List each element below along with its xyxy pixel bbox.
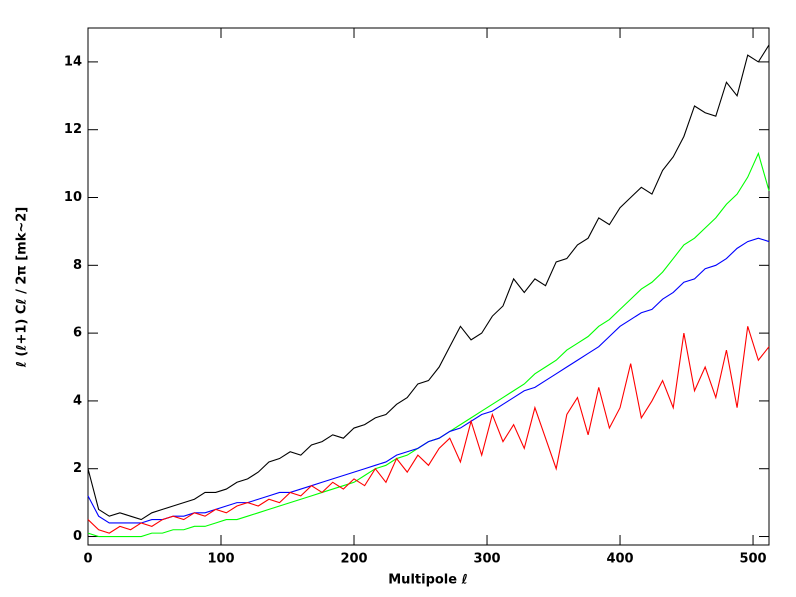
data-line: [87, 44, 770, 521]
y-tick-label: 2: [73, 461, 82, 476]
y-tick-label: 12: [64, 122, 82, 137]
y-tick-label: 6: [73, 326, 82, 341]
y-tick-label: 14: [64, 54, 82, 69]
y-tick-label: 10: [64, 190, 82, 205]
x-tick-label: 0: [83, 552, 92, 567]
x-tick-label: 200: [340, 552, 367, 567]
x-tick-label: 100: [207, 552, 234, 567]
y-tick-label: 0: [73, 529, 82, 544]
data-line: [87, 326, 770, 534]
x-tick-label: 500: [739, 552, 766, 567]
y-axis-label: ℓ (ℓ+1) Cℓ / 2π [mk~2]: [15, 207, 30, 368]
data-line: [87, 151, 770, 538]
data-line: [87, 237, 770, 524]
plot-frame: [87, 27, 770, 546]
x-tick-label: 300: [473, 552, 500, 567]
y-tick-label: 8: [73, 258, 82, 273]
y-tick-label: 4: [73, 393, 82, 408]
x-axis-label: Multipole ℓ: [388, 573, 468, 588]
x-tick-label: 400: [606, 552, 633, 567]
